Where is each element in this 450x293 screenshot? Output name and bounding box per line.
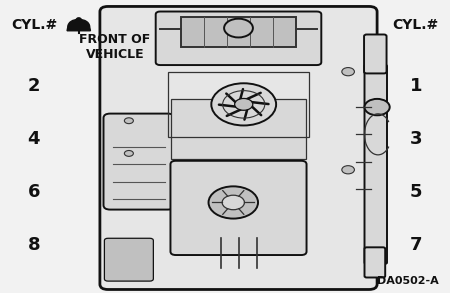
Text: 1: 1 — [410, 77, 423, 96]
Bar — [181, 17, 296, 47]
FancyBboxPatch shape — [364, 65, 387, 264]
Polygon shape — [67, 26, 90, 31]
Text: 6: 6 — [27, 183, 40, 201]
Bar — [168, 72, 309, 137]
Text: DA0502-A: DA0502-A — [377, 276, 439, 286]
FancyBboxPatch shape — [364, 35, 387, 74]
Circle shape — [124, 118, 133, 124]
FancyArrowPatch shape — [247, 101, 269, 104]
Text: 2: 2 — [27, 77, 40, 96]
FancyArrowPatch shape — [239, 89, 243, 102]
Circle shape — [124, 151, 133, 156]
Circle shape — [224, 19, 253, 38]
Text: CYL.#: CYL.# — [392, 18, 439, 32]
FancyBboxPatch shape — [100, 6, 377, 289]
Circle shape — [234, 98, 253, 110]
Circle shape — [222, 195, 244, 210]
Text: 5: 5 — [410, 183, 423, 201]
Wedge shape — [68, 19, 90, 26]
Bar — [171, 99, 306, 159]
Circle shape — [342, 166, 355, 174]
FancyArrowPatch shape — [227, 108, 245, 116]
FancyArrowPatch shape — [249, 104, 261, 115]
Circle shape — [212, 83, 276, 125]
Circle shape — [208, 186, 258, 219]
Circle shape — [342, 68, 355, 76]
FancyArrowPatch shape — [244, 107, 248, 120]
Text: CYL.#: CYL.# — [11, 18, 58, 32]
Circle shape — [364, 99, 390, 115]
FancyArrowPatch shape — [243, 93, 261, 101]
FancyBboxPatch shape — [104, 114, 175, 209]
Text: 7: 7 — [410, 236, 423, 254]
FancyArrowPatch shape — [219, 105, 241, 107]
FancyBboxPatch shape — [104, 238, 153, 281]
FancyArrowPatch shape — [226, 93, 238, 105]
Text: 8: 8 — [27, 236, 40, 254]
FancyBboxPatch shape — [171, 161, 306, 255]
Text: FRONT OF
VEHICLE: FRONT OF VEHICLE — [79, 33, 150, 61]
Text: 3: 3 — [410, 130, 423, 148]
Text: 4: 4 — [27, 130, 40, 148]
FancyBboxPatch shape — [364, 247, 385, 277]
FancyBboxPatch shape — [156, 11, 321, 65]
